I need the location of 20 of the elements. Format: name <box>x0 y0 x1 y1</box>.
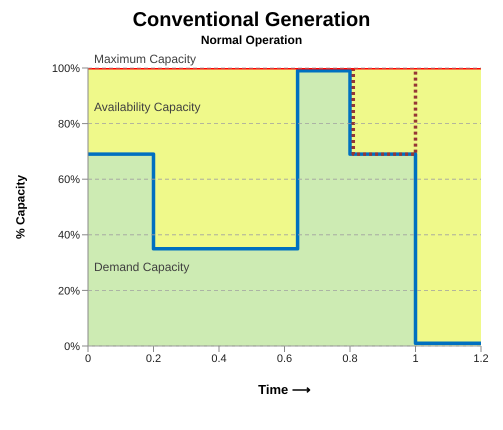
series-label: Maximum Capacity <box>94 52 196 66</box>
chart-title: Conventional Generation <box>132 8 372 32</box>
band-label: Availability Capacity <box>94 100 200 114</box>
x-tick-label: 0.8 <box>342 352 358 365</box>
y-axis-title: % Capacity <box>13 174 28 240</box>
x-tick-label: 0.4 <box>211 352 227 365</box>
chart-subtitle: Normal Operation <box>200 32 304 48</box>
x-tick-label: 0.2 <box>146 352 162 365</box>
x-tick-label: 1 <box>412 352 419 365</box>
series-label: Demand Capacity <box>94 260 190 274</box>
x-axis-title: Time ⟶ <box>258 382 311 397</box>
y-tick-label: 60% <box>58 174 80 186</box>
y-tick-label: 80% <box>58 118 80 131</box>
x-tick-label: 0 <box>84 352 92 365</box>
x-tick-label: 0.6 <box>276 352 292 365</box>
y-tick-label: 0% <box>64 340 80 353</box>
y-tick-label: 100% <box>52 62 80 75</box>
x-tick-label: 1.2 <box>473 352 489 365</box>
y-tick-label: 40% <box>58 230 80 242</box>
y-tick-label: 20% <box>58 285 80 298</box>
